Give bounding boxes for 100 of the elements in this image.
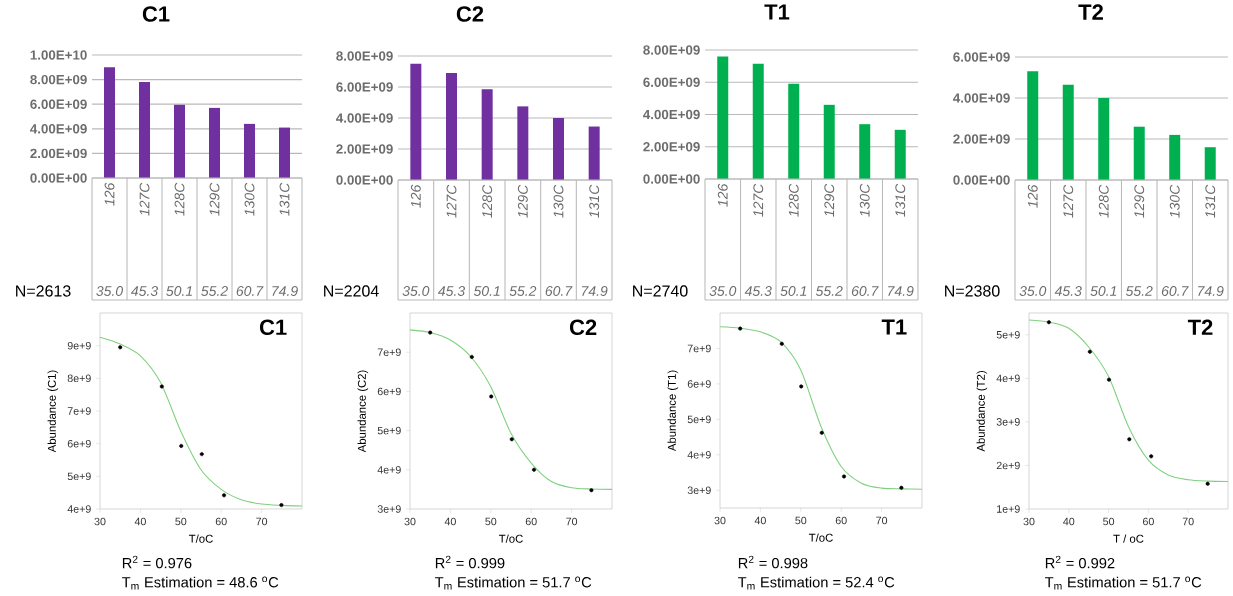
x-tick-label: 129C bbox=[209, 182, 220, 216]
bar bbox=[174, 104, 186, 178]
point bbox=[1046, 320, 1051, 325]
y-tick-label: 4e+9 bbox=[67, 505, 91, 513]
x-tick-label: 50 bbox=[485, 517, 497, 526]
y-tick-label: 7e+9 bbox=[377, 348, 401, 356]
y-tick-label: 5e+9 bbox=[377, 426, 401, 435]
y-axis-title: Abundance (C1) bbox=[47, 370, 59, 453]
bar bbox=[209, 107, 221, 178]
bar bbox=[446, 73, 458, 180]
text: 60.7 bbox=[545, 286, 573, 296]
bar bbox=[553, 118, 564, 180]
x-tick-label: 126 bbox=[1027, 184, 1038, 208]
text: 74.9 bbox=[1198, 286, 1224, 296]
y-tick-label: 6e+9 bbox=[377, 387, 401, 396]
y-tick-label: 0.00E+00 bbox=[953, 175, 1010, 185]
x-axis-title: T/oC bbox=[498, 534, 523, 543]
x-tick-label: 126 bbox=[410, 184, 421, 208]
point bbox=[118, 345, 123, 350]
x-axis-title: T / oC bbox=[1113, 534, 1144, 543]
point bbox=[428, 330, 433, 335]
bar bbox=[244, 123, 256, 178]
text: 74.9 bbox=[581, 286, 608, 296]
bar bbox=[823, 104, 835, 179]
chart-title: T1 bbox=[881, 319, 907, 335]
chart-title: T2 bbox=[1187, 319, 1213, 335]
x-tick-label: 131C bbox=[895, 183, 906, 217]
bar bbox=[1062, 84, 1074, 180]
point bbox=[159, 384, 164, 389]
text: 35.0 bbox=[96, 286, 124, 296]
y-tick-label: 8.00E+09 bbox=[30, 74, 87, 85]
y-tick-label: 7e+9 bbox=[687, 344, 711, 353]
x-tick-label: 60 bbox=[525, 517, 537, 526]
text: 35.0 bbox=[709, 286, 737, 296]
x-tick-label: 128C bbox=[1098, 184, 1109, 218]
bar bbox=[894, 129, 906, 179]
point bbox=[1205, 481, 1210, 486]
x-tick-label: 50 bbox=[175, 517, 187, 526]
x-tick-label: 40 bbox=[444, 517, 456, 526]
x-tick-label: 70 bbox=[876, 516, 888, 525]
chart-title: C2 bbox=[569, 319, 597, 336]
point bbox=[222, 493, 227, 498]
text: T$_{m}$ Estimation = 48.6 $^{o}$C bbox=[122, 576, 279, 590]
y-tick-label: 4.00E+09 bbox=[336, 113, 393, 123]
y-tick-label: 0.00E+00 bbox=[336, 175, 393, 185]
point bbox=[279, 503, 284, 508]
x-tick-label: 130C bbox=[1169, 184, 1180, 218]
text: 55.2 bbox=[509, 286, 537, 296]
chart-title: C2 bbox=[456, 6, 484, 22]
x-tick-label: 127C bbox=[753, 183, 764, 217]
bar bbox=[139, 82, 151, 178]
x-tick-label: 60 bbox=[1143, 517, 1154, 526]
x-tick-label: 40 bbox=[754, 516, 766, 525]
point bbox=[589, 488, 594, 493]
text: 74.9 bbox=[272, 286, 298, 296]
y-axis-title: Abundance (T2) bbox=[976, 371, 988, 452]
x-tick-label: 40 bbox=[1063, 517, 1075, 526]
x-tick-label: 70 bbox=[1182, 517, 1194, 526]
y-tick-label: 4e+9 bbox=[687, 451, 711, 459]
text: 50.1 bbox=[473, 286, 500, 296]
bar bbox=[1098, 98, 1110, 180]
y-tick-label: 3e+9 bbox=[377, 505, 401, 513]
y-tick-label: 1.00E+10 bbox=[30, 50, 87, 60]
point bbox=[509, 437, 514, 442]
point bbox=[1087, 349, 1092, 354]
y-tick-label: 5e+9 bbox=[67, 472, 91, 481]
y-tick-label: 0.00E+00 bbox=[643, 174, 700, 184]
x-axis-title: T/oC bbox=[808, 533, 833, 542]
text: 60.7 bbox=[851, 286, 879, 296]
y-tick-label: 7e+9 bbox=[67, 407, 91, 415]
text: T$_{m}$ Estimation = 51.7 $^{o}$C bbox=[1045, 576, 1202, 590]
y-tick-label: 2.00E+09 bbox=[953, 134, 1010, 144]
text: 55.2 bbox=[201, 286, 228, 296]
bar bbox=[788, 83, 800, 179]
chart-title: T2 bbox=[1078, 4, 1103, 20]
y-tick-label: 4.00E+09 bbox=[953, 93, 1010, 103]
text: 50.1 bbox=[780, 286, 807, 296]
x-tick-label: 129C bbox=[517, 184, 528, 218]
y-tick-label: 5e+9 bbox=[687, 415, 711, 424]
y-tick-label: 8.00E+09 bbox=[643, 45, 700, 55]
y-tick-label: 6e+9 bbox=[687, 380, 711, 388]
x-tick-label: 30 bbox=[404, 517, 416, 526]
y-tick-label: 6.00E+09 bbox=[336, 82, 393, 92]
point bbox=[1106, 377, 1111, 382]
text: T$_{m}$ Estimation = 51.7 $^{o}$C bbox=[435, 576, 592, 590]
y-axis-title: Abundance (C2) bbox=[357, 370, 369, 453]
y-tick-label: 6.00E+09 bbox=[643, 77, 700, 87]
x-tick-label: 30 bbox=[714, 516, 726, 525]
chart-title: T1 bbox=[764, 4, 790, 20]
y-tick-label: 2.00E+09 bbox=[336, 144, 393, 154]
y-tick-label: 6.00E+09 bbox=[30, 99, 87, 109]
bar bbox=[588, 126, 600, 180]
point bbox=[738, 326, 743, 331]
y-tick-label: 2e+9 bbox=[996, 461, 1020, 470]
x-tick-label: 131C bbox=[1205, 184, 1216, 218]
point bbox=[779, 341, 784, 346]
text: T$_{m}$ Estimation = 52.4 $^{o}$C bbox=[738, 576, 895, 590]
x-tick-label: 129C bbox=[824, 183, 835, 217]
x-tick-label: 126 bbox=[717, 183, 728, 207]
point bbox=[199, 452, 204, 457]
